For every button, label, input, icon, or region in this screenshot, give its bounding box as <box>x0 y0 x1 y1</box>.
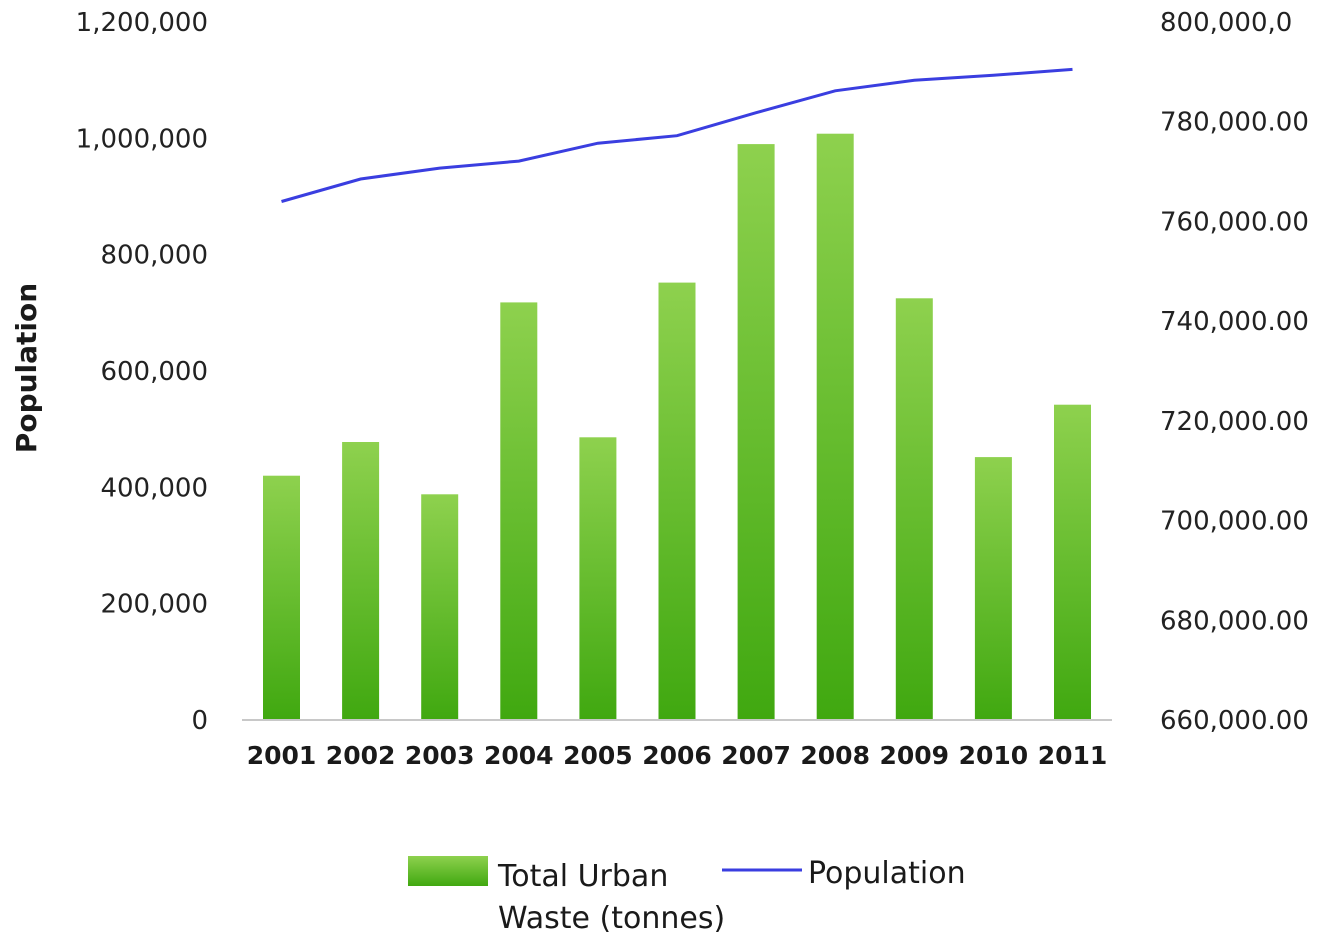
bar-2011 <box>1054 404 1091 720</box>
bar-2006 <box>658 282 696 720</box>
bar-2010 <box>974 457 1012 720</box>
x-axis-ticks: 2001 2002 2003 2004 2005 2006 2007 2008 2009 2010… <box>247 741 1108 770</box>
right-tick-label: 800,000,0 <box>1160 8 1292 38</box>
x-tick-label: 2011 <box>1038 741 1108 770</box>
right-tick-label: 680,000.00 <box>1160 606 1309 636</box>
population-line <box>281 67 1073 203</box>
x-tick-label: 2009 <box>880 741 950 770</box>
bars-layer <box>263 133 1091 721</box>
bar-2003 <box>421 494 459 720</box>
left-tick-label: 600,000 <box>100 357 208 387</box>
x-tick-label: 2004 <box>484 741 554 770</box>
x-tick-label: 2010 <box>959 741 1029 770</box>
left-tick-label: 400,000 <box>100 473 208 503</box>
legend-label-waste-line2: Waste (tonnes) <box>498 901 725 936</box>
left-axis-ticks: 0 200,000 400,000 600,000 800,000 1,000,000 1,… <box>76 8 208 736</box>
right-tick-label: 660,000.00 <box>1160 706 1309 736</box>
x-tick-label: 2007 <box>721 741 791 770</box>
left-tick-label: 200,000 <box>100 590 208 620</box>
right-tick-label: 720,000.00 <box>1160 407 1309 437</box>
bar-2005 <box>579 437 617 720</box>
x-tick-label: 2003 <box>405 741 475 770</box>
bar-2001 <box>263 475 300 720</box>
bar-2004 <box>500 302 538 720</box>
x-tick-label: 2001 <box>247 741 317 770</box>
legend: Total Urban Waste (tonnes) Population <box>408 856 966 936</box>
y-axis-title: Population <box>10 283 43 453</box>
right-tick-label: 780,000.00 <box>1160 108 1309 138</box>
right-axis-ticks: 660,000.00 680,000.00 700,000.00 720,000.00… <box>1160 8 1309 736</box>
bar-2009 <box>895 298 933 720</box>
x-tick-label: 2002 <box>326 741 396 770</box>
left-tick-label: 0 <box>191 706 208 736</box>
legend-swatch-waste <box>408 856 488 886</box>
left-tick-label: 1,000,000 <box>76 124 208 154</box>
legend-label-population: Population <box>808 856 966 891</box>
bar-2002 <box>342 442 380 720</box>
legend-label-waste-line1: Total Urban <box>497 859 668 894</box>
x-tick-label: 2006 <box>642 741 712 770</box>
bar-2007 <box>737 144 775 721</box>
x-tick-label: 2005 <box>563 741 633 770</box>
x-tick-label: 2008 <box>800 741 870 770</box>
bar-2008 <box>816 133 854 720</box>
right-tick-label: 760,000.00 <box>1160 207 1309 237</box>
right-tick-label: 700,000.00 <box>1160 507 1309 537</box>
left-tick-label: 800,000 <box>100 241 208 271</box>
right-tick-label: 740,000.00 <box>1160 307 1309 337</box>
left-tick-label: 1,200,000 <box>76 8 208 38</box>
